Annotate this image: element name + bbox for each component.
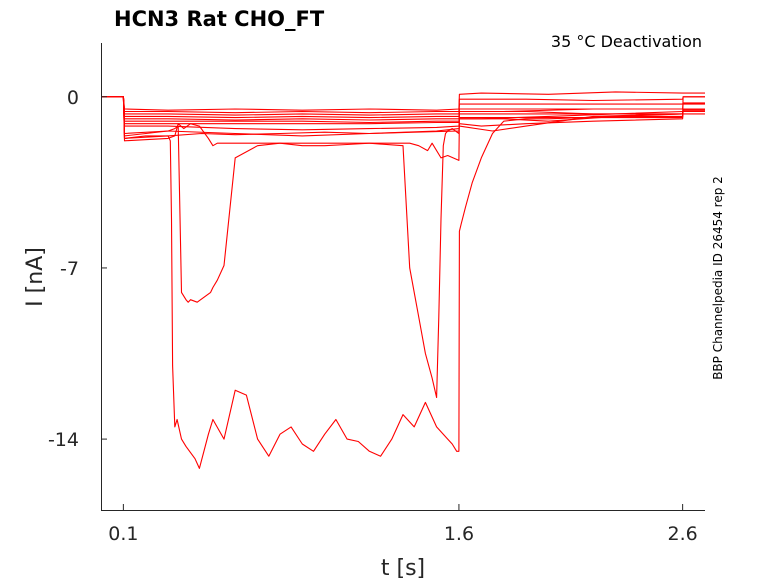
x-tick-group: 0.1 1.6 2.6 [108,504,698,545]
y-axis-label: I [nA] [23,247,48,307]
condition-annotation: 35 °C Deactivation [551,32,702,51]
current-trace-6 [101,96,705,124]
current-trace-13 [101,96,705,469]
x-tick-label: 1.6 [444,523,474,545]
current-trace-2 [101,96,705,114]
y-tick-label: 0 [67,87,79,109]
x-tick-label: 2.6 [668,523,698,545]
current-trace-12 [101,96,705,399]
y-tick-label: -7 [60,258,79,280]
x-axis-label: t [s] [381,556,425,581]
current-trace-10 [101,96,705,139]
trace-group [101,91,705,469]
y-tick-label: -14 [48,429,79,451]
channelpedia-id-label: BBP Channelpedia ID 26454 rep 2 [711,176,725,380]
plot-area: 0.1 1.6 2.6 0 -7 -14 [48,43,705,545]
current-trace-8 [101,96,705,131]
y-tick-group: 0 -7 -14 [48,87,107,451]
current-trace-3 [101,96,705,116]
x-tick-label: 0.1 [108,523,138,545]
current-trace-1 [101,91,705,111]
current-trace-7 [101,96,705,125]
chart-title: HCN3 Rat CHO_FT [114,7,325,31]
